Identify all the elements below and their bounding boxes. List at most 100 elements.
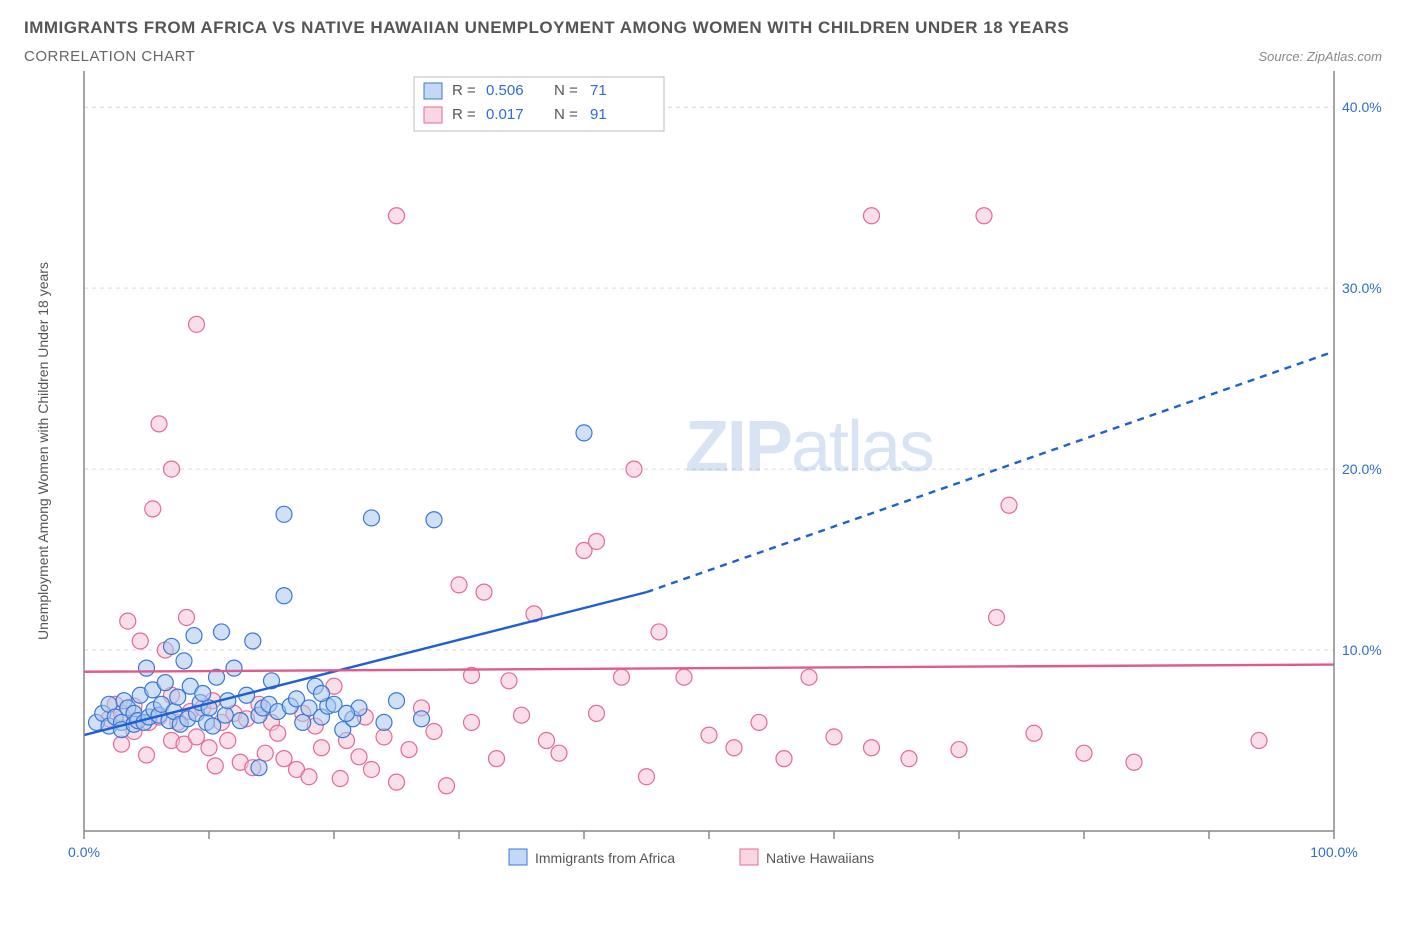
y-tick-label: 40.0% bbox=[1342, 99, 1382, 115]
data-point bbox=[401, 742, 417, 758]
y-tick-label: 10.0% bbox=[1342, 642, 1382, 658]
data-point bbox=[651, 624, 667, 640]
y-tick-label: 30.0% bbox=[1342, 280, 1382, 296]
y-tick-label: 20.0% bbox=[1342, 461, 1382, 477]
data-point bbox=[276, 751, 292, 767]
data-point bbox=[164, 638, 180, 654]
y-axis-title: Unemployment Among Women with Children U… bbox=[35, 262, 51, 640]
chart-title: IMMIGRANTS FROM AFRICA VS NATIVE HAWAIIA… bbox=[24, 18, 1382, 38]
data-point bbox=[189, 316, 205, 332]
data-point bbox=[864, 740, 880, 756]
data-point bbox=[217, 707, 233, 723]
watermark: ZIPatlas bbox=[685, 407, 933, 487]
data-point bbox=[1076, 745, 1092, 761]
data-point bbox=[376, 729, 392, 745]
data-point bbox=[1026, 725, 1042, 741]
data-point bbox=[389, 693, 405, 709]
data-point bbox=[864, 208, 880, 224]
data-point bbox=[626, 461, 642, 477]
data-point bbox=[205, 718, 221, 734]
data-point bbox=[145, 501, 161, 517]
data-point bbox=[976, 208, 992, 224]
data-point bbox=[826, 729, 842, 745]
data-point bbox=[232, 713, 248, 729]
data-point bbox=[676, 669, 692, 685]
data-point bbox=[214, 624, 230, 640]
stats-n-label: N = bbox=[554, 82, 578, 99]
data-point bbox=[489, 751, 505, 767]
data-point bbox=[226, 660, 242, 676]
legend-swatch bbox=[424, 107, 442, 123]
data-point bbox=[164, 461, 180, 477]
data-point bbox=[176, 653, 192, 669]
data-point bbox=[476, 584, 492, 600]
data-point bbox=[314, 740, 330, 756]
data-point bbox=[207, 758, 223, 774]
scatter-plot-svg: ZIPatlas 0.0% 100.0% 10.0% 20.0% 30.0% 40.0% Un… bbox=[24, 71, 1384, 871]
stats-n-value: 71 bbox=[590, 82, 607, 99]
data-point bbox=[276, 506, 292, 522]
data-point bbox=[201, 740, 217, 756]
data-point bbox=[801, 669, 817, 685]
data-point bbox=[751, 714, 767, 730]
data-point bbox=[514, 707, 530, 723]
data-point bbox=[989, 609, 1005, 625]
data-point bbox=[1251, 733, 1267, 749]
data-point bbox=[157, 675, 173, 691]
data-point bbox=[1126, 754, 1142, 770]
data-point bbox=[439, 778, 455, 794]
data-point bbox=[276, 588, 292, 604]
data-point bbox=[614, 669, 630, 685]
legend-swatch bbox=[509, 849, 527, 865]
data-point bbox=[114, 736, 130, 752]
stats-n-value: 91 bbox=[590, 106, 607, 123]
source-prefix: Source: bbox=[1258, 49, 1306, 64]
data-point bbox=[270, 725, 286, 741]
data-point bbox=[245, 633, 261, 649]
subtitle-row: CORRELATION CHART Source: ZipAtlas.com bbox=[24, 48, 1382, 65]
legend-swatch bbox=[424, 83, 442, 99]
data-point bbox=[901, 751, 917, 767]
chart-subtitle: CORRELATION CHART bbox=[24, 48, 195, 65]
data-point bbox=[139, 660, 155, 676]
data-point bbox=[451, 577, 467, 593]
trend-line bbox=[84, 665, 1334, 672]
data-point bbox=[301, 769, 317, 785]
legend-swatch bbox=[740, 849, 758, 865]
data-point bbox=[701, 727, 717, 743]
x-tick-label: 0.0% bbox=[68, 844, 100, 860]
correlation-chart: ZIPatlas 0.0% 100.0% 10.0% 20.0% 30.0% 40.0% Un… bbox=[24, 71, 1382, 871]
data-point bbox=[179, 609, 195, 625]
data-point bbox=[576, 425, 592, 441]
stats-n-label: N = bbox=[554, 106, 578, 123]
data-point bbox=[426, 723, 442, 739]
data-point bbox=[589, 533, 605, 549]
data-point bbox=[464, 714, 480, 730]
data-point bbox=[1001, 497, 1017, 513]
data-point bbox=[364, 510, 380, 526]
data-point bbox=[426, 512, 442, 528]
data-point bbox=[551, 745, 567, 761]
data-point bbox=[170, 689, 186, 705]
data-point bbox=[414, 711, 430, 727]
data-point bbox=[314, 685, 330, 701]
source-name: ZipAtlas.com bbox=[1307, 49, 1382, 64]
data-point bbox=[589, 705, 605, 721]
data-point bbox=[195, 685, 211, 701]
stats-r-value: 0.017 bbox=[486, 106, 524, 123]
source-credit: Source: ZipAtlas.com bbox=[1258, 49, 1382, 64]
data-point bbox=[776, 751, 792, 767]
stats-r-label: R = bbox=[452, 82, 476, 99]
data-point bbox=[501, 673, 517, 689]
data-point bbox=[332, 771, 348, 787]
data-point bbox=[726, 740, 742, 756]
data-point bbox=[151, 416, 167, 432]
data-point bbox=[220, 733, 236, 749]
data-point bbox=[339, 705, 355, 721]
data-point bbox=[351, 749, 367, 765]
x-tick-label: 100.0% bbox=[1310, 844, 1357, 860]
data-point bbox=[389, 774, 405, 790]
legend-label: Native Hawaiians bbox=[766, 850, 874, 866]
data-point bbox=[389, 208, 405, 224]
data-point bbox=[139, 747, 155, 763]
